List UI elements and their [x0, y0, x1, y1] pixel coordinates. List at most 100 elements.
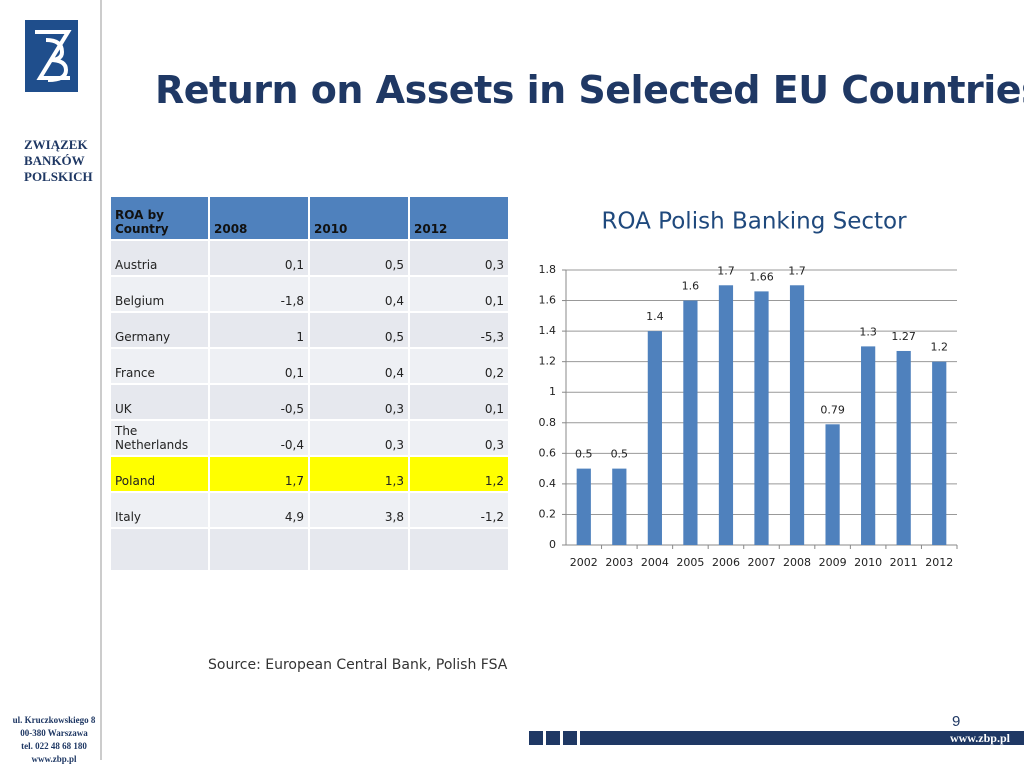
- data-label: 0.5: [575, 448, 593, 461]
- data-label: 1.66: [749, 270, 774, 283]
- header-cell: 2012: [410, 197, 508, 239]
- bar: [647, 331, 662, 545]
- table-cell: 1: [210, 313, 308, 347]
- table-cell: 0,1: [210, 241, 308, 275]
- table-row: [111, 529, 508, 570]
- address-line: tel. 022 48 68 180: [21, 741, 87, 751]
- table-cell: 0,4: [310, 349, 408, 383]
- x-tick-label: 2002: [570, 556, 598, 569]
- table-cell: 0,3: [310, 385, 408, 419]
- x-tick-label: 2003: [605, 556, 633, 569]
- table-cell: 0,3: [310, 421, 408, 455]
- chart-title: ROA Polish Banking Sector: [601, 209, 907, 235]
- table-cell: 1,2: [410, 457, 508, 491]
- table-cell: 3,8: [310, 493, 408, 527]
- table-cell: [210, 529, 308, 570]
- table-cell: [111, 529, 208, 570]
- table-cell: -1,8: [210, 277, 308, 311]
- bar: [754, 291, 769, 545]
- data-label: 0.79: [820, 403, 845, 416]
- header-cell: 2008: [210, 197, 308, 239]
- table-row: Belgium -1,8 0,4 0,1: [111, 277, 508, 311]
- table-cell: 0,2: [410, 349, 508, 383]
- table-cell: 0,3: [410, 241, 508, 275]
- roa-table: ROA by Country 2008 2010 2012 Austria 0,1 0,5…: [109, 195, 510, 572]
- table-cell: 4,9: [210, 493, 308, 527]
- x-tick-label: 2010: [854, 556, 882, 569]
- y-tick-label: 0.8: [539, 416, 557, 429]
- x-tick-label: 2008: [783, 556, 811, 569]
- table-cell: [310, 529, 408, 570]
- logo-line: POLSKICH: [24, 169, 93, 184]
- table-cell: -5,3: [410, 313, 508, 347]
- data-label: 1.7: [788, 264, 806, 277]
- header-cell: ROA by Country: [111, 197, 208, 239]
- y-tick-label: 0.4: [539, 477, 557, 490]
- logo-monogram: [35, 30, 72, 82]
- table-row: Poland 1,7 1,3 1,2: [111, 457, 508, 491]
- x-tick-label: 2005: [676, 556, 704, 569]
- table-cell: -0,5: [210, 385, 308, 419]
- footer-website: www.zbp.pl: [950, 731, 1011, 745]
- bar: [789, 285, 805, 545]
- address: ul. Kruczkowskiego 8 00-380 Warszawa tel…: [8, 714, 100, 766]
- data-label: 0.5: [611, 448, 629, 461]
- footer-bar: [580, 731, 1024, 745]
- table-cell: -1,2: [410, 493, 508, 527]
- table-cell: The Netherlands: [111, 421, 208, 455]
- x-tick-label: 2009: [819, 556, 847, 569]
- y-tick-label: 1.8: [539, 263, 557, 276]
- data-label: 1.27: [891, 330, 916, 343]
- y-tick-label: 0.2: [539, 507, 557, 520]
- data-label: 1.3: [859, 325, 877, 338]
- logo-text: ZWIĄZEK BANKÓW POLSKICH: [24, 137, 93, 185]
- table-cell: France: [111, 349, 208, 383]
- table-row: The Netherlands -0,4 0,3 0,3: [111, 421, 508, 455]
- data-label: 1.6: [682, 280, 700, 293]
- table-cell: 1,3: [310, 457, 408, 491]
- bar: [576, 468, 591, 545]
- table-body: Austria 0,1 0,5 0,3 Belgium -1,8 0,4 0,1 Germany…: [111, 241, 508, 570]
- table-cell: UK: [111, 385, 208, 419]
- bar: [718, 285, 734, 545]
- address-line: ul. Kruczkowskiego 8: [12, 715, 96, 725]
- bar: [825, 424, 840, 545]
- table-cell: 1,7: [210, 457, 308, 491]
- table-cell: [410, 529, 508, 570]
- header-row: ROA by Country 2008 2010 2012: [111, 197, 508, 239]
- table-row: UK -0,5 0,3 0,1: [111, 385, 508, 419]
- y-tick-label: 1.4: [539, 324, 557, 337]
- table-cell: Belgium: [111, 277, 208, 311]
- y-tick-label: 1: [549, 385, 556, 398]
- table-row: Austria 0,1 0,5 0,3: [111, 241, 508, 275]
- footer-square: [563, 731, 577, 745]
- logo-line: BANKÓW: [24, 153, 85, 168]
- bar: [932, 361, 947, 545]
- bar: [612, 468, 627, 545]
- table-row: Germany 1 0,5 -5,3: [111, 313, 508, 347]
- table-cell: 0,4: [310, 277, 408, 311]
- table-cell: 0,5: [310, 313, 408, 347]
- y-tick-label: 1.2: [539, 355, 557, 368]
- header-cell: 2010: [310, 197, 408, 239]
- x-tick-label: 2006: [712, 556, 740, 569]
- x-tick-label: 2004: [641, 556, 669, 569]
- page-number: 9: [952, 713, 961, 730]
- bar: [861, 346, 876, 545]
- bar: [896, 350, 911, 545]
- y-tick-label: 0: [549, 538, 556, 551]
- table-cell: 0,1: [210, 349, 308, 383]
- table-cell: Poland: [111, 457, 208, 491]
- table-cell: -0,4: [210, 421, 308, 455]
- table-cell: 0,3: [410, 421, 508, 455]
- source: Source: European Central Bank, Polish FS…: [208, 657, 508, 673]
- footer-square: [529, 731, 543, 745]
- data-label: 1.4: [646, 310, 664, 323]
- x-tick-label: 2007: [748, 556, 776, 569]
- table-cell: 0,1: [410, 277, 508, 311]
- table-cell: 0,5: [310, 241, 408, 275]
- bar: [683, 300, 698, 545]
- y-tick-label: 1.6: [539, 294, 557, 307]
